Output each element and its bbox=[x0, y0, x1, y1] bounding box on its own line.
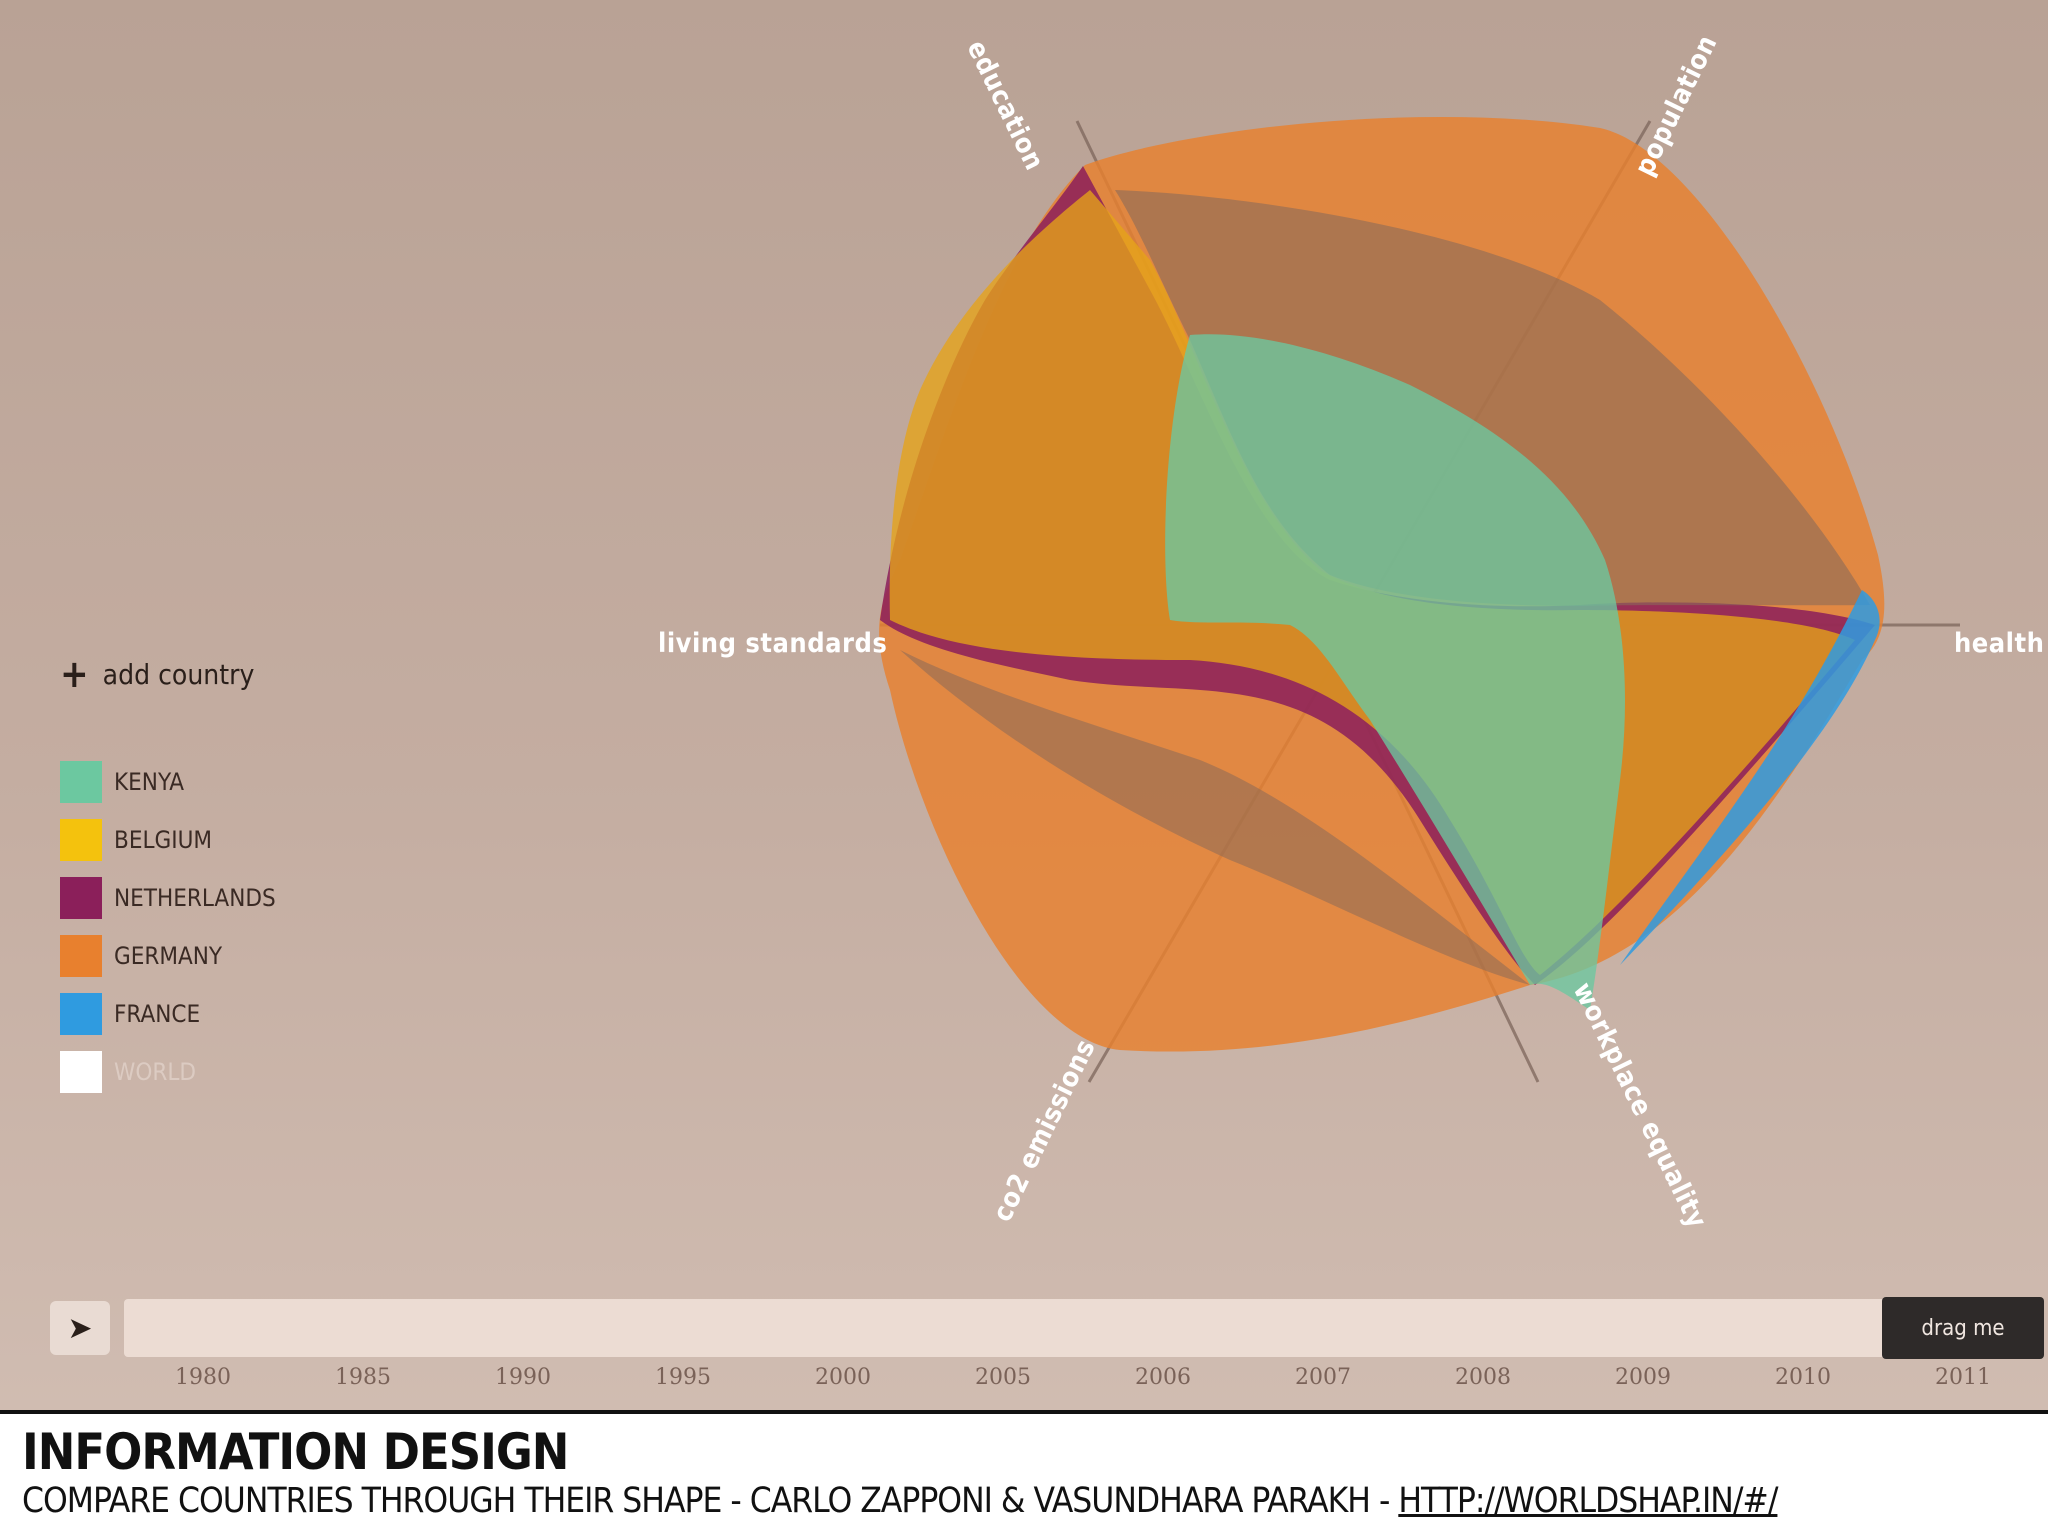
add-country-label: add country bbox=[102, 657, 255, 691]
shape-france bbox=[1620, 590, 1880, 965]
legend-swatch bbox=[60, 761, 102, 803]
add-country-button[interactable]: + add country bbox=[60, 655, 254, 693]
shape-overlap-lower bbox=[900, 650, 1530, 985]
legend-swatch bbox=[60, 1051, 102, 1093]
legend-swatch bbox=[60, 877, 102, 919]
year-label[interactable]: 1980 bbox=[175, 1365, 231, 1390]
timeline-drag-handle[interactable]: drag me bbox=[1882, 1297, 2044, 1359]
legend-label: FRANCE bbox=[114, 1000, 201, 1028]
year-label[interactable]: 2011 bbox=[1935, 1365, 1991, 1390]
year-label[interactable]: 2005 bbox=[975, 1365, 1031, 1390]
footer-divider bbox=[0, 1410, 2048, 1414]
year-label[interactable]: 2000 bbox=[815, 1365, 871, 1390]
legend-swatch bbox=[60, 819, 102, 861]
legend-label: KENYA bbox=[114, 768, 185, 796]
footer-subtitle-text: COMPARE COUNTRIES THROUGH THEIR SHAPE - … bbox=[22, 1481, 1399, 1521]
legend-swatch bbox=[60, 993, 102, 1035]
play-icon: ➤ bbox=[67, 1310, 93, 1346]
legend-swatch bbox=[60, 935, 102, 977]
year-label[interactable]: 2008 bbox=[1455, 1365, 1511, 1390]
legend-item-kenya[interactable]: KENYA bbox=[60, 760, 276, 804]
legend-item-germany[interactable]: GERMANY bbox=[60, 934, 276, 978]
legend-label: BELGIUM bbox=[114, 826, 213, 854]
play-button[interactable]: ➤ bbox=[50, 1301, 110, 1355]
shape-kenya bbox=[1165, 334, 1625, 1010]
timeline-track[interactable] bbox=[124, 1299, 1932, 1357]
year-label[interactable]: 1985 bbox=[335, 1365, 391, 1390]
country-legend: KENYA BELGIUM NETHERLANDS GERMANY FRANCE… bbox=[60, 760, 276, 1108]
legend-item-france[interactable]: FRANCE bbox=[60, 992, 276, 1036]
footer-subtitle: COMPARE COUNTRIES THROUGH THEIR SHAPE - … bbox=[22, 1480, 1778, 1522]
axis-label-living-standards: living standards bbox=[658, 628, 888, 659]
legend-item-netherlands[interactable]: NETHERLANDS bbox=[60, 876, 276, 920]
footer-title: INFORMATION DESIGN bbox=[22, 1423, 569, 1481]
timeline-years: 1980 1985 1990 1995 2000 2005 2006 2007 … bbox=[0, 1365, 2048, 1401]
timeline-slider[interactable]: ➤ drag me bbox=[50, 1297, 2045, 1359]
year-label[interactable]: 1995 bbox=[655, 1365, 711, 1390]
legend-item-world[interactable]: WORLD bbox=[60, 1050, 276, 1094]
year-label[interactable]: 2009 bbox=[1615, 1365, 1671, 1390]
radar-chart bbox=[879, 116, 1960, 1083]
year-label[interactable]: 2006 bbox=[1135, 1365, 1191, 1390]
year-label[interactable]: 1990 bbox=[495, 1365, 551, 1390]
legend-label: GERMANY bbox=[114, 942, 223, 970]
worldshape-app: education population health workplace eq… bbox=[0, 0, 2048, 1410]
plus-icon: + bbox=[60, 652, 89, 696]
year-label[interactable]: 2007 bbox=[1295, 1365, 1351, 1390]
legend-item-belgium[interactable]: BELGIUM bbox=[60, 818, 276, 862]
legend-label: NETHERLANDS bbox=[114, 884, 276, 912]
footer-link[interactable]: HTTP://WORLDSHAP.IN/#/ bbox=[1398, 1481, 1778, 1521]
axis-label-health: health bbox=[1954, 628, 2045, 659]
slide-footer: INFORMATION DESIGN COMPARE COUNTRIES THR… bbox=[22, 1423, 1778, 1522]
drag-handle-label: drag me bbox=[1921, 1315, 2005, 1341]
legend-label: WORLD bbox=[114, 1058, 196, 1086]
year-label[interactable]: 2010 bbox=[1775, 1365, 1831, 1390]
